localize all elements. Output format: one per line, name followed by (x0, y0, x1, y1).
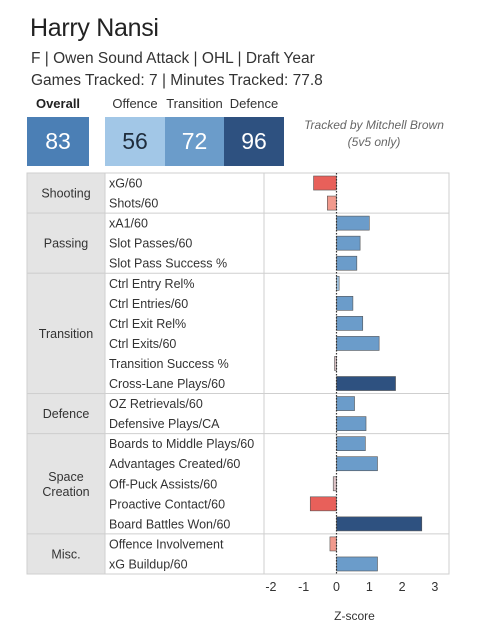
category-label: Defence (43, 407, 90, 421)
metric-bar (336, 215, 370, 231)
metric-bar (336, 316, 364, 331)
metric-bar (329, 536, 337, 552)
category-label: Creation (42, 485, 89, 499)
metric-bar (336, 516, 423, 532)
metric-label: xA1/60 (109, 217, 148, 231)
overall-label: Overall (35, 96, 81, 111)
metric-label: Defensive Plays/CA (109, 417, 220, 431)
metric-label: Ctrl Exits/60 (109, 337, 176, 351)
metric-label: Slot Passes/60 (109, 237, 192, 251)
metric-label: Slot Pass Success % (109, 257, 227, 271)
metric-bar (336, 436, 366, 451)
metric-label: xG/60 (109, 177, 142, 191)
metric-label: Shots/60 (109, 197, 158, 211)
metric-label: Board Battles Won/60 (109, 517, 230, 531)
metric-bar (336, 456, 378, 472)
metric-label: Transition Success % (109, 357, 229, 371)
x-tick-label: 1 (366, 580, 373, 594)
category-label: Passing (44, 237, 89, 251)
metric-bar (336, 376, 396, 391)
offence-score: 56 (105, 117, 165, 166)
overall-score: 83 (27, 117, 89, 166)
metric-bar (327, 195, 337, 211)
category-label: Shooting (41, 187, 90, 201)
metric-bar (336, 396, 355, 411)
metric-label: Offence Involvement (109, 537, 224, 551)
tracking-summary: Games Tracked: 7 | Minutes Tracked: 77.8 (31, 72, 323, 89)
x-tick-label: 3 (431, 580, 438, 594)
category-cell (26, 393, 106, 435)
metric-bar (336, 255, 358, 271)
metric-bar (336, 556, 378, 572)
metric-bar (336, 235, 361, 251)
category-cell (26, 433, 106, 535)
tracker-note: (5v5 only) (347, 135, 401, 149)
metric-bar (336, 295, 354, 311)
player-name: Harry Nansi (30, 14, 159, 42)
category-cell (26, 272, 106, 395)
metric-bar (336, 336, 380, 351)
category-label: Transition (39, 327, 93, 341)
x-tick-label: -1 (298, 580, 309, 594)
metric-label: Cross-Lane Plays/60 (109, 377, 225, 391)
metric-label: Boards to Middle Plays/60 (109, 437, 254, 451)
metric-bar (336, 275, 340, 291)
metric-label: Ctrl Entries/60 (109, 297, 188, 311)
player-info: F | Owen Sound Attack | OHL | Draft Year (31, 50, 315, 67)
x-tick-label: 0 (333, 580, 340, 594)
offence-label: Offence (112, 96, 158, 111)
metric-bar (336, 416, 367, 431)
metric-bar (309, 496, 337, 512)
transition-score: 72 (165, 117, 224, 166)
x-tick-label: -2 (265, 580, 276, 594)
metric-label: Off-Puck Assists/60 (109, 477, 217, 491)
metric-label: Ctrl Entry Rel% (109, 277, 194, 291)
category-label: Space (48, 470, 83, 484)
metric-label: xG Buildup/60 (109, 557, 188, 571)
x-axis-title: Z-score (334, 609, 375, 623)
metric-bar (332, 476, 337, 492)
tracker-credit: Tracked by Mitchell Brown (304, 118, 444, 132)
defence-label: Defence (229, 96, 279, 111)
metric-label: Advantages Created/60 (109, 457, 240, 471)
metric-label: Proactive Contact/60 (109, 497, 225, 511)
metric-label: OZ Retrievals/60 (109, 397, 203, 411)
defence-score: 96 (224, 117, 284, 166)
metric-bar (313, 175, 337, 191)
metric-label: Ctrl Exit Rel% (109, 317, 186, 331)
x-tick-label: 2 (399, 580, 406, 594)
category-label: Misc. (51, 547, 80, 561)
transition-label: Transition (166, 96, 223, 111)
